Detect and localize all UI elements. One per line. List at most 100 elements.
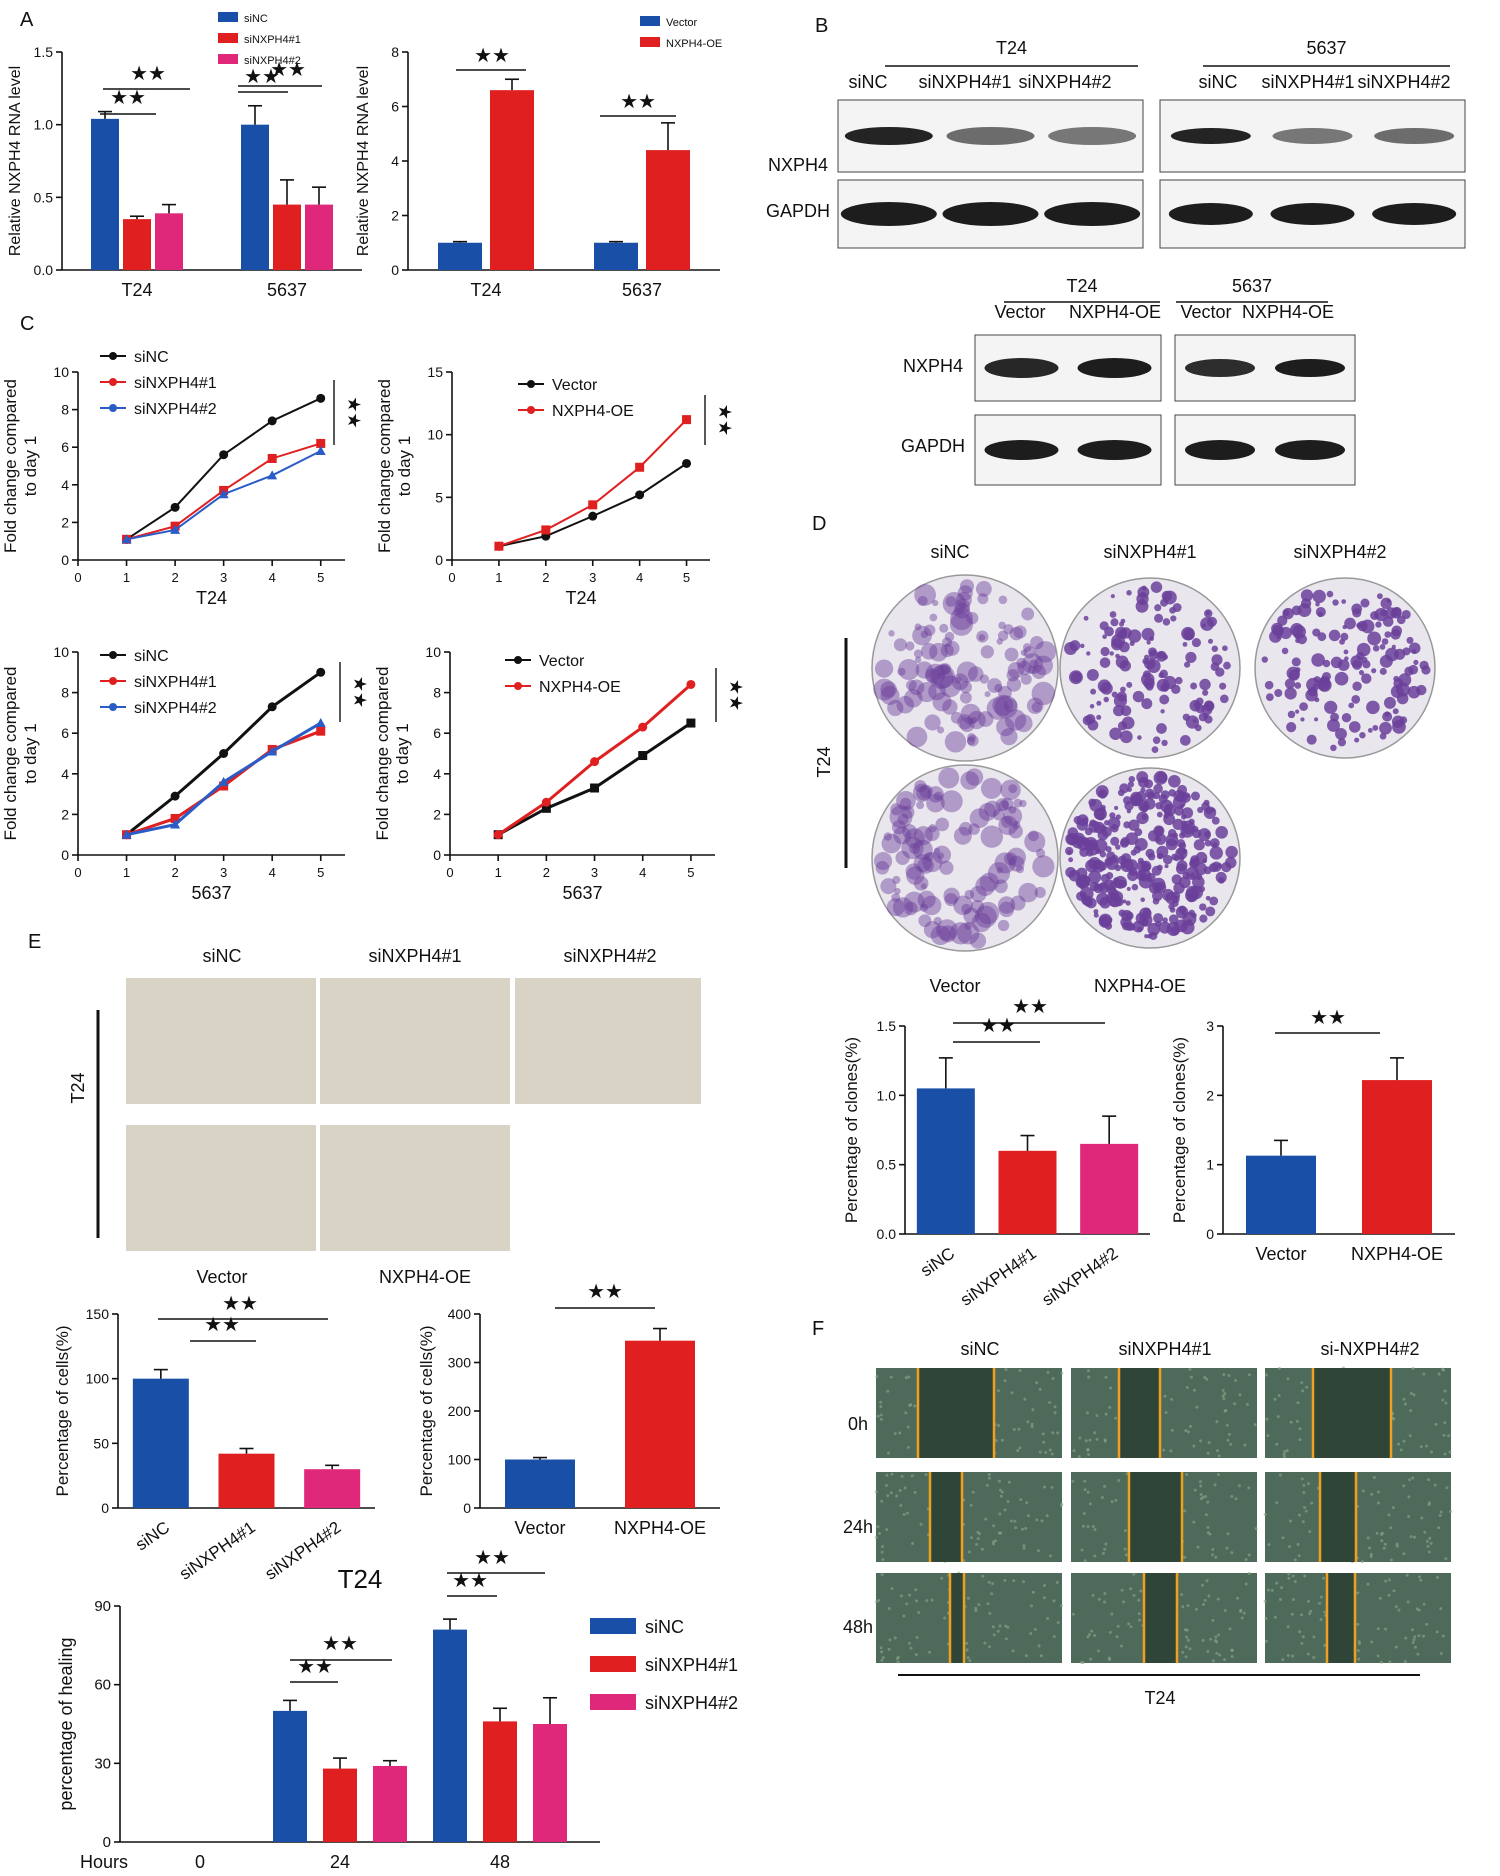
cell-texture	[1394, 1605, 1398, 1609]
colony	[977, 711, 994, 728]
cell-texture	[1427, 1478, 1431, 1482]
cell-texture	[1427, 1550, 1431, 1554]
colony	[1189, 699, 1202, 712]
colony	[1156, 845, 1169, 858]
cell-texture	[1319, 1617, 1323, 1621]
colony	[1317, 611, 1324, 618]
cell-texture	[1188, 1367, 1192, 1371]
legend-swatch	[218, 54, 238, 64]
cell-texture	[1444, 1557, 1448, 1561]
cell-texture	[1298, 1427, 1302, 1431]
cell-texture	[902, 1513, 906, 1517]
cell-texture	[1081, 1524, 1085, 1528]
colony	[1142, 670, 1151, 679]
colony	[1359, 732, 1366, 739]
cell-texture	[1233, 1402, 1237, 1406]
colony	[1207, 616, 1218, 627]
cell-texture	[992, 1633, 996, 1637]
cell-texture	[1207, 1441, 1211, 1445]
y-tick-label: 8	[61, 402, 69, 418]
cell-texture	[1277, 1394, 1281, 1398]
cell-texture	[1024, 1526, 1028, 1530]
colony	[974, 905, 997, 928]
colony	[1282, 609, 1290, 617]
colony	[1315, 602, 1320, 607]
cell-texture	[1055, 1580, 1059, 1584]
colony	[1404, 666, 1414, 676]
cell-texture	[1263, 1512, 1267, 1516]
colony	[1171, 874, 1182, 885]
cell-texture	[1009, 1519, 1013, 1523]
colony	[1162, 917, 1168, 923]
colony	[899, 797, 912, 810]
colony	[1161, 739, 1168, 747]
colony	[1223, 661, 1231, 670]
bar-Vector	[505, 1459, 575, 1508]
cell-texture	[1275, 1442, 1279, 1446]
colony	[954, 676, 962, 684]
colony	[969, 932, 987, 949]
blot-band	[1077, 440, 1152, 460]
cell-texture	[1192, 1388, 1196, 1392]
cell-texture	[1035, 1381, 1039, 1385]
cell-texture	[1301, 1635, 1305, 1639]
y-tick-label: 3	[1206, 1018, 1214, 1034]
cell-texture	[1184, 1655, 1188, 1659]
legend-marker	[527, 380, 535, 388]
cell-texture	[981, 1574, 985, 1578]
cell-texture	[1441, 1367, 1445, 1371]
colony	[1295, 709, 1300, 714]
colony	[930, 925, 951, 946]
blot-band	[984, 440, 1059, 460]
colony	[1124, 801, 1134, 811]
cell-texture	[1031, 1590, 1035, 1594]
colony	[924, 852, 934, 862]
colony	[968, 823, 980, 835]
cell-texture	[1384, 1627, 1388, 1631]
colony	[1152, 736, 1161, 744]
cell-texture	[1427, 1503, 1431, 1507]
colony	[1311, 653, 1325, 667]
cell-texture	[1095, 1437, 1099, 1441]
cell-texture	[1027, 1514, 1031, 1518]
blot-band	[1275, 440, 1345, 460]
data-point	[218, 776, 229, 786]
cell-texture	[1369, 1552, 1373, 1556]
chart-title: T24	[338, 1564, 383, 1594]
x-tick-label: 2	[171, 865, 178, 880]
cell-texture	[986, 1602, 990, 1606]
colony	[1007, 661, 1025, 679]
wound-gap	[930, 1472, 962, 1562]
legend-label: siNC	[134, 648, 169, 665]
cell-texture	[1048, 1401, 1052, 1405]
colony	[940, 663, 952, 675]
wound-gap	[1313, 1368, 1391, 1458]
cell-texture	[1234, 1497, 1238, 1501]
bar-NXPH4-OE	[1362, 1080, 1432, 1234]
colony	[965, 768, 984, 786]
cell-texture	[1162, 1448, 1166, 1452]
cell-texture	[1296, 1401, 1300, 1405]
colony	[953, 826, 972, 845]
colony	[1211, 645, 1219, 653]
x-category-label: 24	[330, 1852, 350, 1872]
blot-lane-label: NXPH4-OE	[1242, 302, 1334, 322]
cell-texture	[1222, 1372, 1226, 1376]
colony	[1372, 724, 1379, 731]
x-category-label: NXPH4-OE	[614, 1518, 706, 1538]
cell-texture	[1211, 1659, 1215, 1663]
cell-texture	[1042, 1584, 1046, 1588]
cell-texture	[1301, 1389, 1305, 1393]
cell-texture	[1394, 1645, 1398, 1649]
colony	[1379, 721, 1392, 735]
colony	[1210, 662, 1220, 672]
colony	[873, 678, 896, 701]
colony	[1159, 669, 1169, 679]
colony	[929, 665, 954, 690]
colony	[1402, 647, 1411, 656]
cell-texture	[924, 1473, 928, 1477]
y-tick-label: 2	[433, 806, 441, 822]
cell-texture	[1103, 1591, 1107, 1595]
y-tick-label: 0	[435, 552, 443, 568]
colony	[996, 867, 1003, 874]
